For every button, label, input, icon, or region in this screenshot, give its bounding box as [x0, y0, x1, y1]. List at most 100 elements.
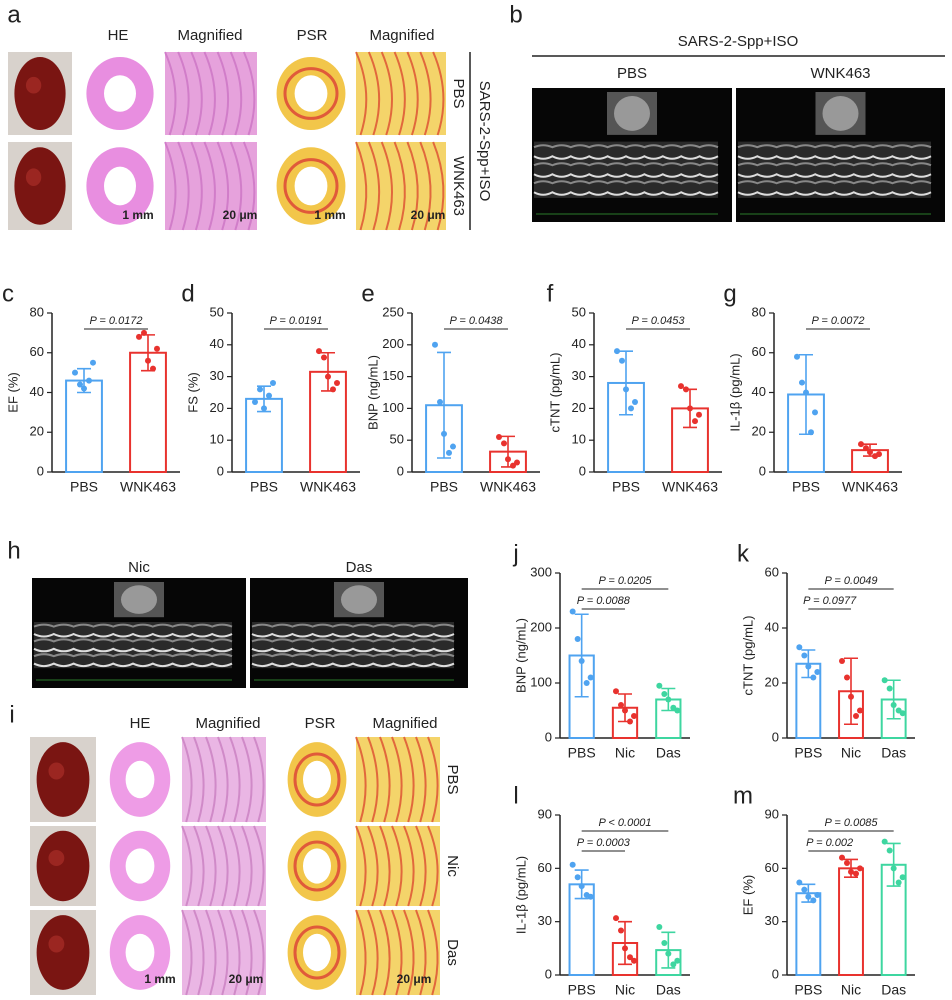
y-tick-label: 0 — [579, 463, 586, 478]
bar — [838, 867, 864, 976]
data-point — [81, 385, 87, 392]
data-point — [858, 441, 864, 448]
x-tick-label: WNK463 — [480, 479, 536, 495]
fiber — [406, 141, 419, 231]
y-tick-label: 60 — [752, 344, 766, 359]
y-tick-label: 30 — [538, 913, 552, 928]
fiber — [241, 736, 253, 823]
column-header: PSR — [297, 27, 328, 44]
y-tick-label: 60 — [538, 860, 552, 875]
y-tick-label: 20 — [765, 674, 779, 689]
section-lumen — [125, 848, 155, 884]
micrograph — [182, 826, 266, 906]
data-point — [321, 354, 327, 361]
psr-ring — [293, 925, 341, 980]
scale-bar-label: 1 mm — [122, 208, 153, 222]
y-tick-label: 10 — [210, 432, 224, 447]
section-lumen — [125, 760, 155, 799]
column-label: Das — [346, 559, 373, 576]
data-point — [72, 369, 78, 376]
data-point — [661, 691, 668, 697]
data-point — [853, 713, 859, 719]
data-point — [890, 702, 897, 708]
scale-bar-label: 1 mm — [314, 208, 345, 222]
fiber — [427, 736, 439, 823]
x-tick-label: PBS — [792, 479, 820, 495]
y-tick-label: 0 — [759, 463, 766, 478]
data-point — [796, 644, 803, 651]
heart — [36, 742, 90, 817]
y-tick-label: 30 — [572, 368, 586, 383]
data-point — [270, 379, 276, 386]
row-label: PBS — [450, 78, 467, 108]
m-mode — [34, 622, 232, 669]
m-mode-line — [533, 191, 719, 196]
section-lumen — [104, 166, 136, 206]
fiber — [380, 51, 393, 136]
fiber — [217, 909, 229, 996]
y-tick-label: 60 — [765, 564, 779, 579]
data-point — [674, 707, 681, 714]
p-value: P = 0.0072 — [811, 315, 864, 327]
micrograph — [356, 737, 440, 822]
data-point — [257, 386, 263, 393]
fiber — [193, 825, 205, 907]
fiber — [217, 825, 229, 907]
data-point — [794, 353, 800, 360]
y-tick-label: 10 — [572, 432, 586, 447]
fiber — [241, 909, 253, 996]
row-label: WNK463 — [450, 156, 467, 216]
y-tick-label: 30 — [765, 913, 779, 928]
fiber — [403, 825, 415, 907]
data-point — [881, 677, 888, 684]
fiber — [205, 736, 217, 823]
data-point — [895, 879, 902, 886]
fiber — [380, 141, 393, 231]
scale-bar-label: 20 μm — [223, 208, 258, 222]
column-header: Magnified — [372, 715, 437, 732]
data-point — [627, 718, 633, 725]
m-mode-line — [737, 162, 932, 167]
data-point — [805, 663, 812, 670]
p-value: P = 0.0191 — [269, 315, 322, 327]
p-value: P = 0.0977 — [803, 595, 857, 607]
data-point — [252, 399, 258, 406]
panel-label: l — [513, 782, 518, 809]
bar — [795, 892, 822, 977]
data-point — [899, 874, 906, 881]
fiber — [242, 51, 256, 136]
data-point — [683, 386, 689, 393]
y-tick-label: 0 — [772, 966, 779, 981]
echo-heart — [822, 96, 859, 131]
p-value: P = 0.0085 — [824, 817, 878, 829]
fiber — [216, 51, 230, 136]
heart — [14, 56, 66, 131]
data-point — [631, 957, 637, 964]
x-tick-label: PBS — [568, 982, 596, 998]
data-point — [141, 329, 147, 336]
y-tick-label: 40 — [30, 384, 44, 399]
data-point — [665, 696, 672, 703]
m-mode-line — [533, 162, 719, 167]
error-bar — [618, 920, 632, 966]
column-header: Magnified — [195, 715, 260, 732]
p-value: P = 0.0049 — [824, 575, 877, 587]
data-point — [316, 348, 322, 355]
fiber — [217, 736, 229, 823]
y-tick-label: 20 — [210, 400, 224, 415]
x-tick-label: Nic — [615, 745, 635, 761]
data-point — [886, 847, 893, 854]
data-point — [618, 927, 624, 934]
fiber — [253, 909, 265, 996]
data-point — [583, 680, 590, 686]
section-lumen — [303, 760, 331, 799]
column-header: HE — [108, 27, 129, 44]
fiber — [367, 141, 381, 231]
x-tick-label: Nic — [615, 982, 635, 998]
p-value: P = 0.0205 — [598, 575, 652, 587]
fiber — [403, 736, 415, 823]
m-mode-line — [737, 173, 932, 178]
data-point — [632, 399, 638, 406]
error-bar — [844, 657, 858, 726]
data-point — [627, 954, 633, 961]
